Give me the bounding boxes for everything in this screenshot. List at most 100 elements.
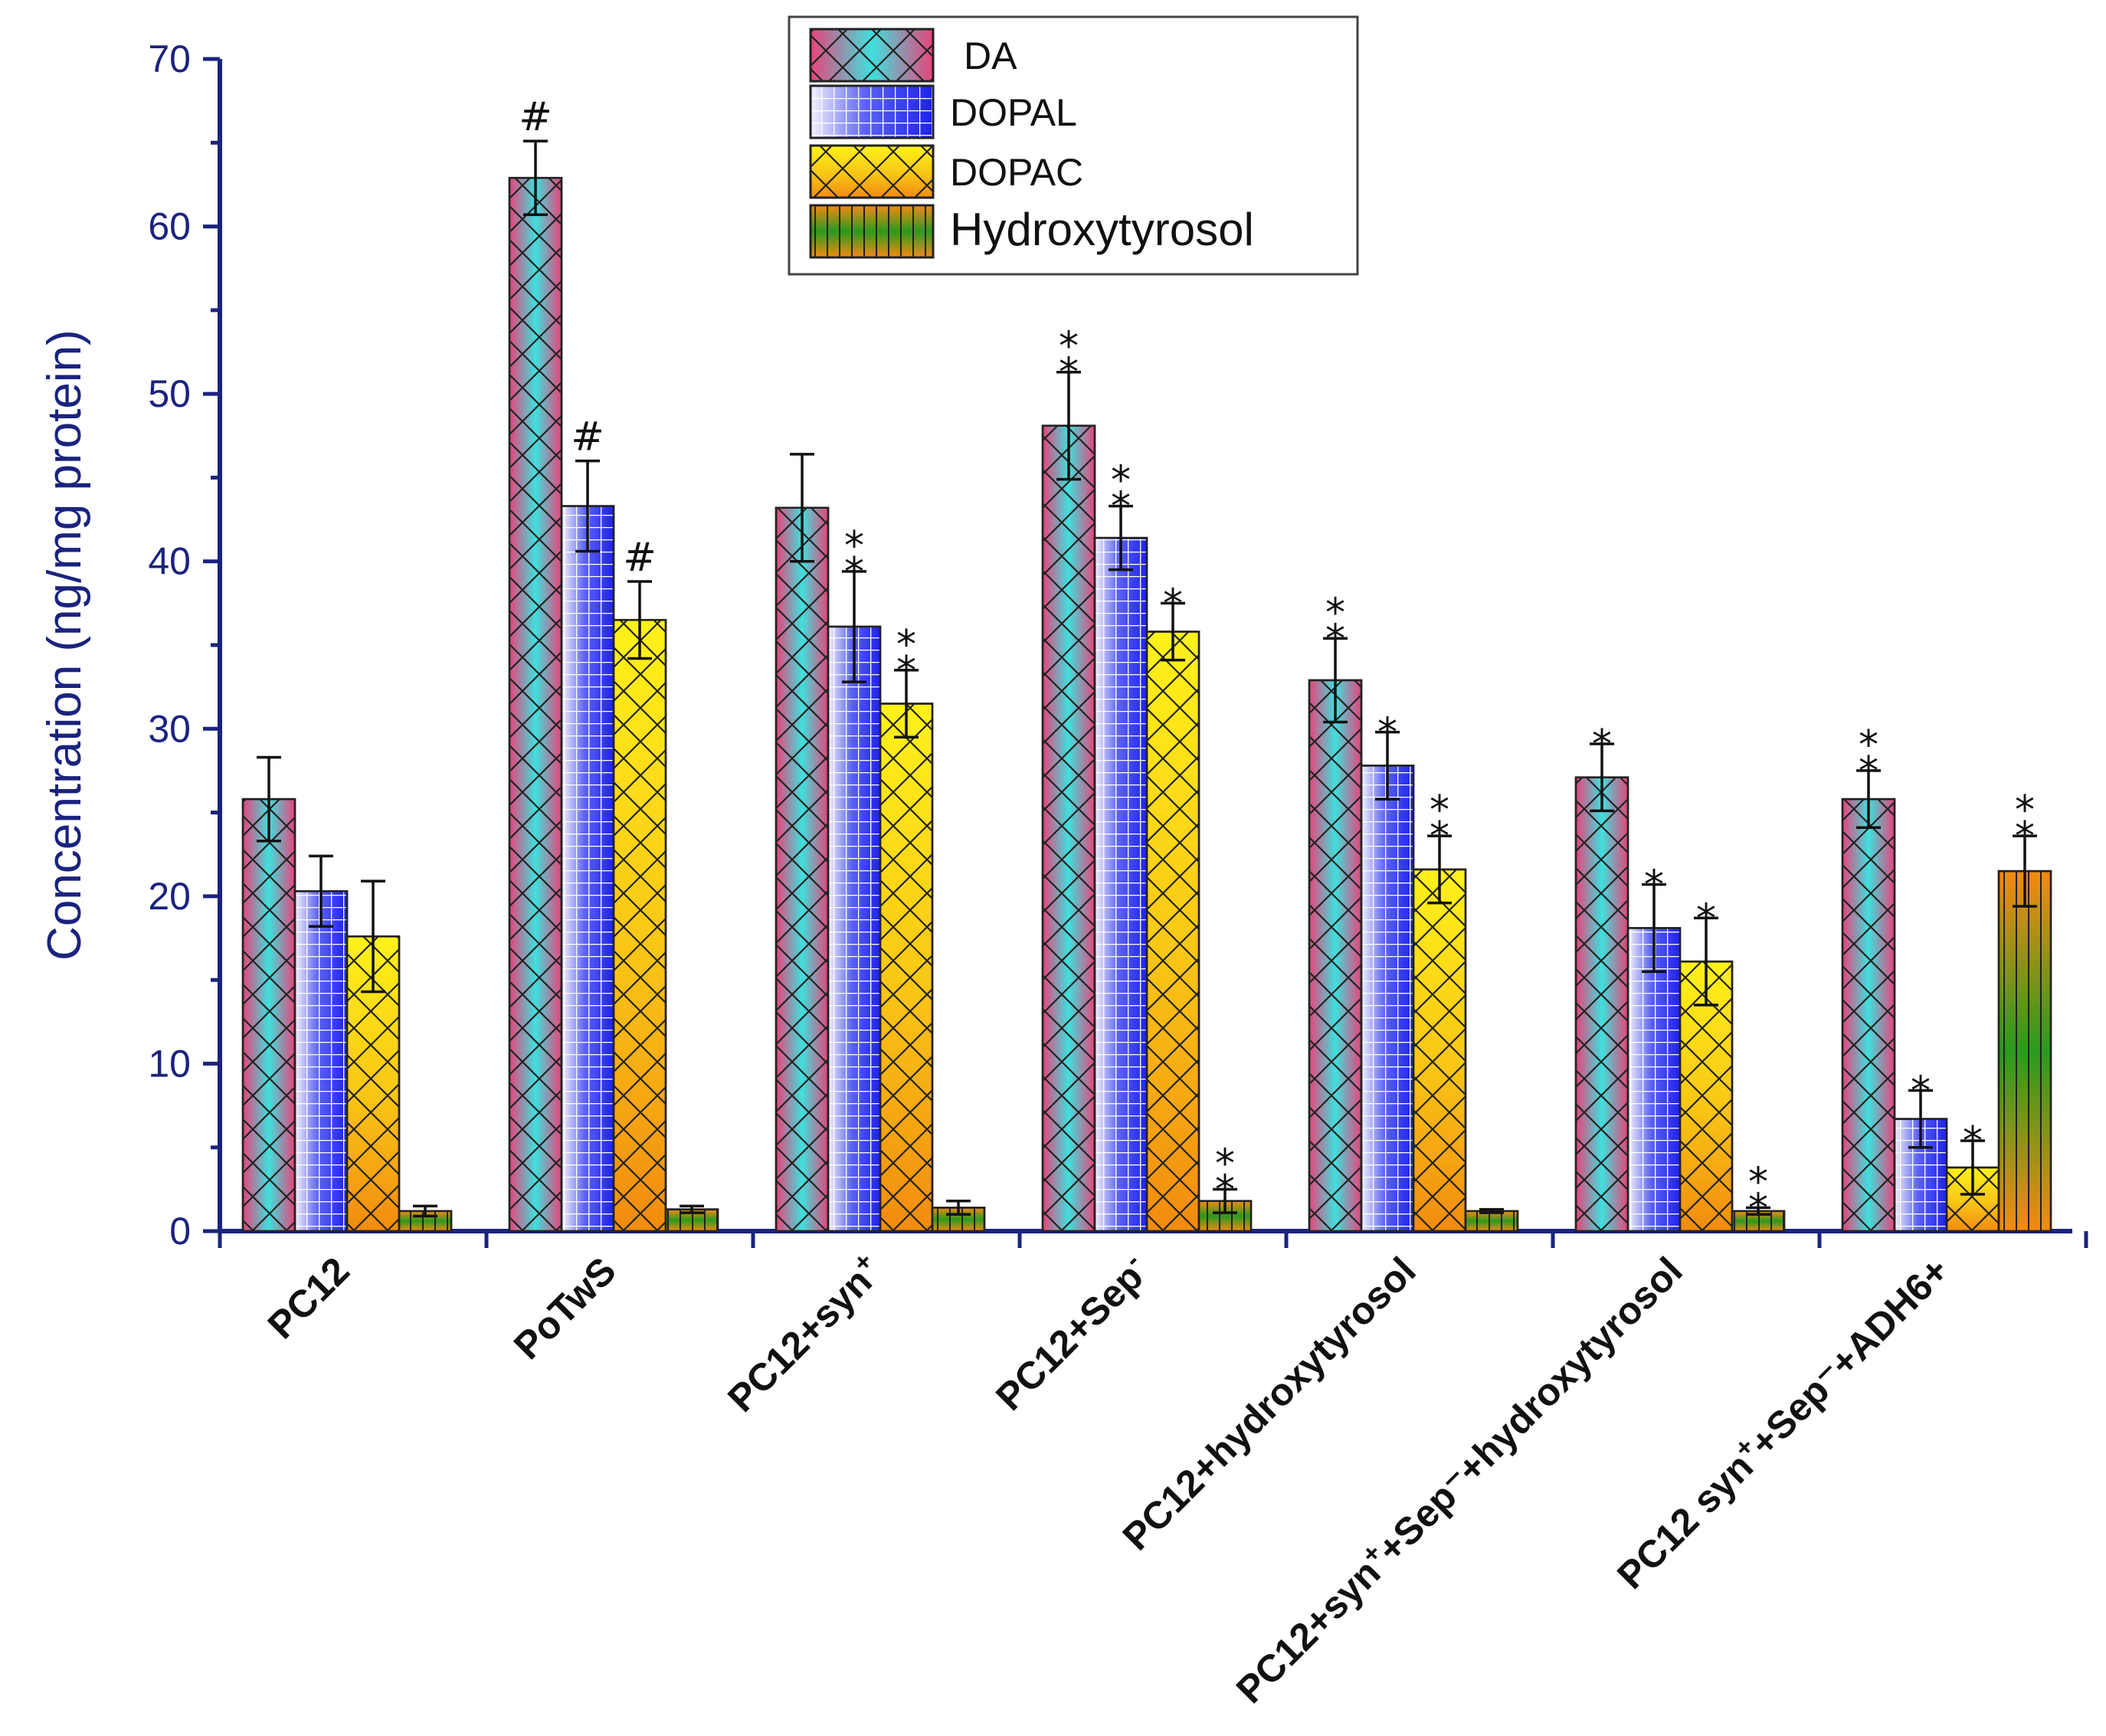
error-bars — [257, 139, 2037, 1218]
error-bar-dopal-2 — [842, 570, 866, 683]
y-tick-label: 10 — [148, 1042, 191, 1085]
asterisk-mark: * — [1215, 1167, 1235, 1213]
asterisk-mark: * — [2015, 814, 2035, 860]
bar-da-0 — [241, 798, 296, 1233]
significance-dopal-1: # — [571, 414, 604, 460]
bar-da-5 — [1574, 776, 1629, 1233]
legend-label-hydroxytyrosol: Hydroxytyrosol — [950, 204, 1254, 255]
asterisk-mark: * — [1696, 896, 1716, 942]
asterisk-mark: * — [896, 622, 916, 668]
x-tick-label-4: PC12+hydroxytyrosol — [1115, 1249, 1424, 1558]
legend-item-hydroxytyrosol: Hydroxytyrosol — [809, 204, 1254, 259]
bar-dopal-3-pattern — [1095, 538, 1147, 1231]
asterisk-mark: * — [844, 549, 864, 595]
bar-dopal-1-pattern — [562, 506, 614, 1231]
significance-da-1: # — [519, 94, 552, 140]
error-bar-dopal-4 — [1375, 730, 1400, 801]
bar-da-1-pattern — [509, 178, 562, 1232]
hash-mark: # — [571, 414, 604, 460]
legend-item-dopal: DOPAL — [809, 84, 1077, 139]
error-bar-hydroxytyrosol-3 — [1213, 1187, 1237, 1214]
error-bar-hydroxytyrosol-1 — [680, 1204, 704, 1214]
asterisk-mark: * — [2015, 788, 2035, 834]
bar-dopal-0 — [293, 890, 349, 1233]
bar-dopal-5-pattern — [1628, 928, 1680, 1231]
significance-dopac-4: ** — [1430, 788, 1449, 860]
error-bar-dopac-4 — [1427, 834, 1452, 905]
y-ticks: 0 10 20 30 40 50 60 70 — [148, 38, 220, 1253]
asterisk-mark: * — [1163, 581, 1183, 627]
error-bar-da-3 — [1056, 370, 1081, 481]
bar-dopal-3 — [1093, 536, 1148, 1233]
y-tick-label: 0 — [169, 1210, 191, 1253]
error-bar-dopal-5 — [1642, 883, 1666, 973]
significance-hydroxytyrosol-6: ** — [2015, 788, 2035, 860]
significance-da-4: ** — [1325, 590, 1345, 662]
bar-dopac-2-pattern — [880, 703, 932, 1231]
y-axis-label: Concentration (ng/mg protein) — [38, 329, 91, 961]
y-tick-label: 50 — [148, 372, 191, 415]
asterisk-mark: * — [1111, 458, 1131, 504]
significance-da-3: ** — [1059, 324, 1079, 396]
asterisk-mark: * — [1859, 748, 1878, 794]
bar-dopac-1-pattern — [614, 620, 666, 1231]
error-bar-dopal-6 — [1908, 1089, 1933, 1149]
significance-dopal-4: * — [1377, 710, 1397, 756]
bar-dopac-3 — [1145, 631, 1200, 1233]
asterisk-mark: * — [1963, 1119, 1983, 1164]
legend-swatch-pattern — [809, 204, 935, 259]
legend: DA DOPAL DOPAC Hydroxytyrosol — [788, 15, 1359, 276]
error-bar-dopac-1 — [627, 580, 652, 660]
bars — [241, 176, 2052, 1233]
significance-da-5: * — [1592, 722, 1612, 768]
significance-dopac-3: * — [1163, 581, 1183, 627]
bar-da-4 — [1308, 679, 1363, 1233]
significance-dopal-6: * — [1911, 1068, 1931, 1114]
bar-hydroxytyrosol-6-pattern — [1999, 871, 2051, 1231]
bar-da-6 — [1841, 798, 1896, 1233]
legend-swatch-pattern — [809, 144, 935, 199]
error-bar-da-5 — [1590, 742, 1614, 813]
asterisk-mark: * — [1430, 788, 1449, 834]
legend-label-dopac: DOPAC — [950, 151, 1083, 194]
error-bar-dopac-5 — [1694, 916, 1718, 1007]
bar-dopac-4-pattern — [1413, 869, 1466, 1231]
bar-dopac-5-pattern — [1680, 961, 1732, 1231]
bar-dopal-4-pattern — [1361, 765, 1413, 1231]
x-tick-label-0: PC12 — [260, 1249, 358, 1347]
x-ticks — [218, 1231, 2088, 1248]
bar-dopal-1 — [560, 505, 615, 1233]
error-bar-dopac-6 — [1960, 1139, 1985, 1196]
error-bar-dopac-2 — [894, 669, 919, 739]
significance-dopac-2: ** — [896, 622, 916, 694]
x-tick-label-2: PC12+syn+ — [717, 1246, 890, 1420]
bar-dopac-3-pattern — [1147, 631, 1199, 1231]
asterisk-mark: * — [1644, 863, 1664, 909]
y-tick-label: 20 — [148, 875, 191, 918]
x-tick-label-1: PoTwS — [506, 1249, 624, 1368]
bar-dopac-5 — [1679, 960, 1734, 1233]
legend-label-da: DA — [964, 34, 1017, 77]
significance-dopac-5: * — [1696, 896, 1716, 942]
asterisk-mark: * — [1325, 590, 1345, 636]
error-bar-hydroxytyrosol-4 — [1479, 1207, 1504, 1214]
asterisk-mark: * — [1325, 616, 1345, 662]
bar-da-3 — [1041, 424, 1096, 1233]
error-bar-da-1 — [523, 139, 548, 217]
x-tick-label-5: PC12+syn++Sep⁻+hydroxytyrosol — [1226, 1246, 1691, 1711]
bar-dopal-2 — [827, 625, 882, 1233]
error-bar-dopac-3 — [1161, 601, 1185, 662]
bar-hydroxytyrosol-4 — [1464, 1210, 1519, 1233]
legend-item-da: DA — [809, 28, 1017, 83]
bar-da-1 — [508, 176, 563, 1233]
asterisk-mark: * — [1430, 814, 1449, 860]
y-tick-label: 60 — [148, 205, 191, 248]
asterisk-mark: * — [1059, 324, 1079, 370]
asterisk-mark: * — [896, 648, 916, 694]
legend-swatch-pattern — [809, 28, 935, 83]
asterisk-mark: * — [1377, 710, 1397, 756]
legend-label-dopal: DOPAL — [950, 91, 1077, 134]
error-bar-hydroxytyrosol-2 — [946, 1199, 971, 1216]
hash-mark: # — [623, 535, 657, 581]
asterisk-mark: * — [1059, 350, 1079, 396]
